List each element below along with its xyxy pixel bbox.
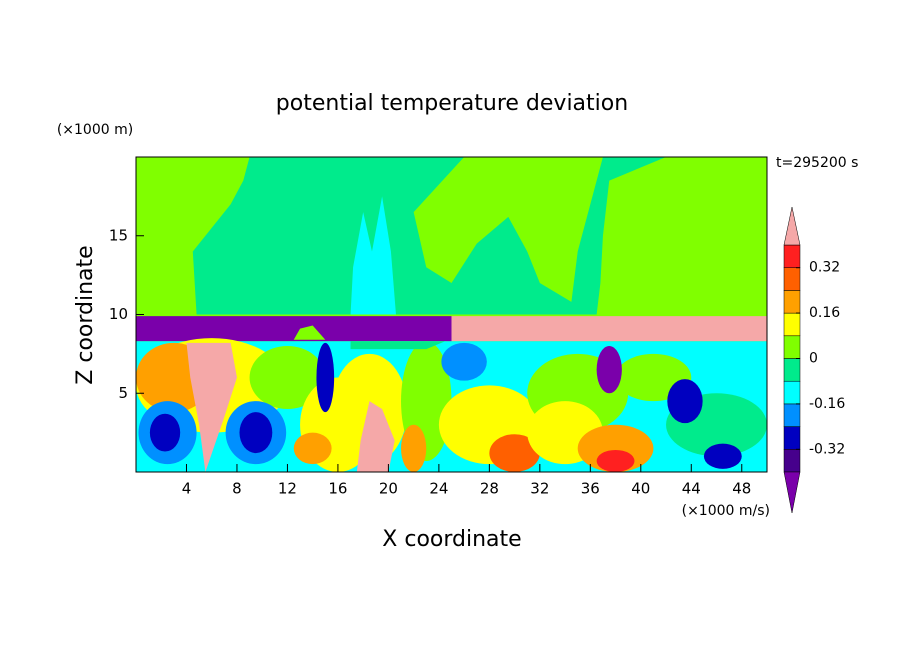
x-tick-label: 44: [682, 480, 701, 498]
contour-region: [703, 443, 742, 469]
contour-region: [136, 316, 452, 342]
contour-region: [356, 401, 395, 472]
contour-region: [192, 157, 667, 315]
colorbar-box: [783, 449, 801, 473]
colorbar-tick-label: -0.32: [809, 441, 845, 457]
time-label: t=295200 s: [776, 155, 858, 171]
contour-region: [577, 424, 654, 472]
y-tick-label: 5: [118, 384, 128, 402]
colorbar-box: [783, 380, 801, 405]
colorbar-box: [783, 244, 801, 268]
contour-region: [667, 379, 703, 424]
contour-region: [350, 341, 446, 350]
colorbar-tick-label: -0.16: [809, 396, 845, 412]
x-tick-label: 16: [328, 480, 347, 498]
contour-region: [401, 424, 427, 472]
contour-region: [239, 412, 273, 454]
x-tick-label: 32: [530, 480, 549, 498]
y-tick-label: 15: [109, 226, 128, 244]
contour-region: [441, 342, 487, 381]
colorbar-box: [783, 267, 801, 291]
x-tick-label: 20: [379, 480, 398, 498]
contour-region: [149, 413, 181, 452]
contour-region: [350, 196, 396, 315]
contour-region: [293, 325, 326, 340]
contour-region: [293, 432, 332, 465]
contour-region: [489, 434, 540, 472]
contour-region: [316, 342, 335, 413]
x-tick-label: 48: [732, 480, 751, 498]
colorbar-over: [783, 206, 801, 246]
x-tick-label: 12: [278, 480, 297, 498]
colorbar-box: [783, 312, 801, 337]
contour-field: [136, 157, 767, 472]
colorbar-tick-label: 0: [809, 351, 818, 367]
contour-region: [596, 346, 622, 394]
x-tick-label: 4: [182, 480, 192, 498]
x-tick-label: 36: [581, 480, 600, 498]
x-tick-label: 24: [429, 480, 448, 498]
x-axis-label: X coordinate: [382, 527, 521, 552]
colorbar-tick-label: 0.32: [809, 260, 840, 276]
contour-region: [596, 449, 635, 472]
colorbar-box: [783, 403, 801, 427]
x-tick-label: 40: [631, 480, 650, 498]
colorbar-box: [783, 358, 801, 382]
contour-region: [451, 316, 767, 342]
colorbar-box: [783, 290, 801, 314]
y-axis-label: Z coordinate: [73, 245, 98, 384]
colorbar-box: [783, 335, 801, 359]
chart-title: potential temperature deviation: [276, 91, 628, 116]
contour-region: [186, 342, 237, 472]
y-unit-label: (×1000 m): [57, 122, 133, 138]
x-unit-label: (×1000 m/s): [682, 503, 770, 519]
x-tick-label: 28: [480, 480, 499, 498]
colorbar-box: [783, 426, 801, 450]
colorbar-under: [783, 471, 801, 514]
contour-region: [249, 346, 326, 409]
x-tick-label: 8: [232, 480, 242, 498]
y-tick-label: 10: [109, 305, 128, 323]
colorbar-tick-label: 0.16: [809, 305, 840, 321]
